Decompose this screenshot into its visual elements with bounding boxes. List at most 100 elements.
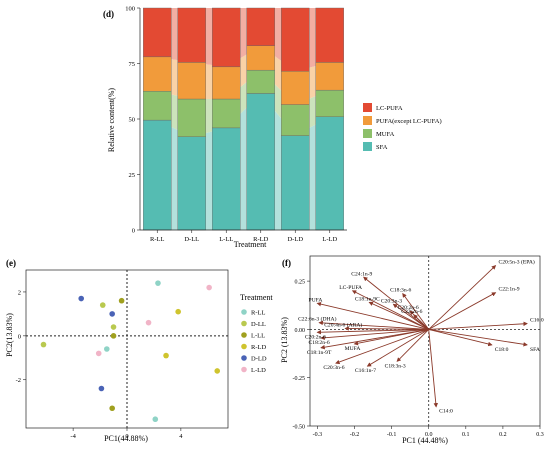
e-legend-label-4: D-LD [251, 356, 267, 363]
d-bar-3-3 [246, 7, 275, 46]
e-point-4-0 [78, 295, 85, 302]
f-x-tick-label-3: 0.0 [425, 432, 433, 438]
f-loading-label-14: C18:2n-6 [309, 340, 330, 346]
e-point-2-2 [110, 333, 117, 339]
f-loading-label-18: SFA [530, 347, 540, 353]
e-point-3-1 [163, 352, 169, 359]
f-plot-area: -0.3 -0.2 -0.1 0.0 0.1 0.2 0.3 0.25 0.00 -0.25 -0.… [293, 255, 544, 438]
f-arrow-18 [428, 328, 528, 347]
d-y-tick-label-0: 0 [132, 228, 135, 235]
f-loading-label-9: C22:2n-6 [401, 309, 422, 315]
e-legend-swatch-2 [241, 332, 247, 338]
f-y-tick-label-0: 0.25 [295, 280, 306, 286]
f-arrow-19 [335, 328, 429, 365]
f-x-tick-label-2: -0.1 [387, 432, 397, 438]
d-legend-swatch-3 [363, 142, 372, 151]
f-y-axis-label: PC2 (13.83%) [280, 317, 289, 363]
e-point-5-2 [95, 350, 102, 357]
d-y-axis-label: Relative content(%) [107, 88, 116, 153]
d-y-tick-label-1: 25 [129, 172, 136, 179]
d-bar-2-5 [315, 62, 344, 91]
d-bar-0-5 [315, 116, 344, 231]
e-point-1-2 [99, 302, 106, 308]
d-y-tick-label-4: 100 [125, 6, 135, 13]
f-loading-label-17: C18:0 [495, 347, 509, 353]
panel-e-pca-scatter: (e) PC2(13.83%) PC1(44.88%) Treatment -4… [5, 258, 273, 443]
d-bar-2-2 [212, 66, 241, 100]
d-bar-1-5 [315, 89, 344, 117]
d-bar-2-1 [177, 62, 206, 100]
e-point-4-1 [109, 311, 115, 317]
d-bar-0-1 [177, 136, 206, 231]
e-plot-area: -4 0 4 -2 0 2 [16, 269, 229, 440]
e-legend-label-5: L-LD [251, 367, 266, 374]
f-loading-label-4: LC-PUFA [339, 285, 362, 291]
f-loading-label-21: C16:1n-7 [355, 368, 376, 374]
f-arrow-3 [428, 292, 497, 330]
f-arrow-0 [428, 265, 497, 330]
f-frame [309, 255, 541, 427]
e-point-5-1 [145, 319, 152, 326]
d-legend-label-2: MUFA [376, 131, 395, 138]
e-x-axis-label: PC1(44.88%) [104, 434, 148, 443]
f-arrow-2 [402, 292, 430, 330]
f-loading-label-20: C18:3n-3 [385, 363, 406, 369]
f-loading-label-8: C20:2n-6 [398, 305, 419, 311]
f-loading-label-11: C22:6n-3 (DHA) [298, 316, 337, 323]
f-x-tick-label-0: -0.3 [313, 432, 323, 438]
f-arrow-11 [318, 320, 429, 330]
f-arrow-17 [428, 328, 493, 347]
e-y-tick-label-2: 2 [18, 289, 21, 296]
f-loading-label-10: C16:0 [530, 318, 544, 324]
f-loading-label-3: C22:1n-9 [498, 287, 519, 293]
e-point-3-0 [175, 308, 181, 315]
d-x-axis-label: Treatment [234, 240, 267, 249]
f-arrow-5 [392, 303, 429, 330]
d-axes: 0 25 50 75 100 R-LL D-LL L-LL R-LD D-LD L-LD [125, 6, 347, 243]
d-bar-2-0 [143, 56, 172, 92]
f-x-tick-label-5: 0.2 [499, 432, 507, 438]
d-legend-label-0: LC-PUFA [376, 105, 403, 112]
f-loading-label-19: C20:3n-6 [323, 365, 344, 371]
e-frame [25, 269, 229, 429]
d-legend-label-3: SFA [376, 144, 388, 151]
d-bar-1-1 [177, 98, 206, 137]
d-legend: LC-PUFA PUFA(except LC-PUFA) MUFA SFA [363, 103, 442, 151]
f-arrow-20 [396, 329, 430, 362]
d-x-tick-label-1: D-LL [184, 236, 199, 243]
d-legend-label-1: PUFA(except LC-PUFA) [376, 118, 442, 125]
f-loading-label-13: C20:2n-6 [305, 334, 326, 340]
d-bar-3-2 [212, 7, 241, 68]
e-point-3-2 [214, 368, 221, 374]
d-bar-0-4 [281, 135, 310, 231]
e-legend-swatch-1 [241, 320, 247, 327]
f-arrow-9 [413, 314, 430, 330]
f-y-tick-label-2: -0.25 [293, 376, 306, 382]
f-loading-label-2: C18:3n-6 [390, 288, 411, 294]
e-legend-swatch-0 [241, 309, 247, 315]
e-legend-label-2: L-LL [251, 333, 265, 340]
e-legend-title: Treatment [240, 293, 273, 302]
panel-label-e: (e) [6, 258, 16, 268]
f-arrow-12 [344, 326, 429, 331]
f-loading-label-5: C20:3n-3 [381, 298, 402, 304]
panel-f-loadings-biplot: (f) PC2 (13.83%) PC1 (44.48%) -0.3 -0.2 -0… [280, 255, 544, 445]
d-bar-3-1 [177, 7, 206, 63]
d-x-tick-label-5: L-LD [322, 236, 337, 243]
e-point-4-2 [98, 385, 105, 392]
d-bar-3-4 [281, 7, 310, 72]
d-bar-1-2 [212, 98, 241, 129]
e-point-5-0 [206, 284, 212, 291]
d-x-tick-label-2: L-LL [219, 236, 233, 243]
f-x-axis-label: PC1 (44.48%) [402, 436, 448, 445]
e-point-0-1 [104, 346, 110, 352]
e-point-2-0 [118, 297, 125, 304]
e-legend-label-0: R-LL [251, 310, 265, 317]
e-x-tick-label-2: 4 [179, 433, 183, 440]
d-y-tick-label-2: 50 [129, 117, 136, 124]
f-arrow-13 [316, 328, 429, 335]
f-arrow-1 [363, 276, 429, 330]
e-legend-swatch-5 [241, 366, 247, 373]
f-x-tick-label-4: 0.1 [462, 432, 470, 438]
